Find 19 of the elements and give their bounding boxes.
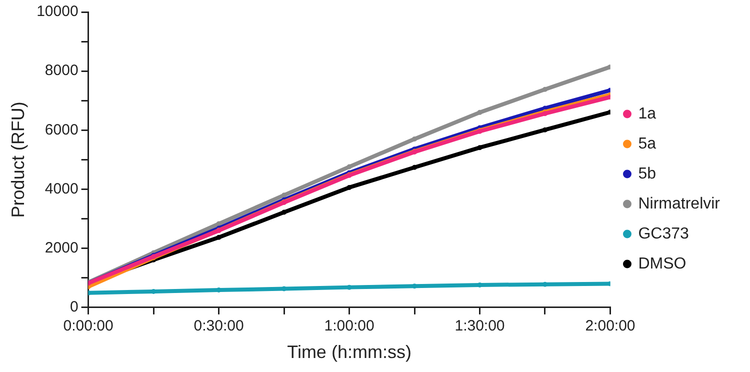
legend-label: DMSO bbox=[638, 255, 686, 272]
legend-label: GC373 bbox=[638, 225, 690, 242]
y-tick-label: 0 bbox=[70, 298, 78, 316]
legend-label: 5a bbox=[638, 135, 656, 152]
x-tick-label: 1:30:00 bbox=[454, 318, 505, 335]
legend-label: 1a bbox=[638, 105, 656, 122]
x-tick-label: 1:00:00 bbox=[324, 318, 374, 335]
x-axis-title: Time (h:mm:ss) bbox=[287, 342, 412, 362]
y-axis-title: Product (RFU) bbox=[8, 102, 28, 218]
legend-label: Nirmatrelvir bbox=[638, 195, 721, 212]
x-tick-label: 0:00:00 bbox=[63, 318, 114, 335]
x-tick-label: 2:00:00 bbox=[585, 318, 636, 335]
y-tick-label: 6000 bbox=[44, 121, 78, 138]
y-tick-label: 4000 bbox=[44, 180, 78, 198]
y-tick-label: 8000 bbox=[44, 62, 78, 80]
legend-label: 5b bbox=[638, 165, 656, 182]
y-tick-label: 10000 bbox=[36, 3, 78, 20]
x-tick-label: 0:30:00 bbox=[194, 318, 244, 335]
y-tick-label: 2000 bbox=[44, 239, 78, 256]
